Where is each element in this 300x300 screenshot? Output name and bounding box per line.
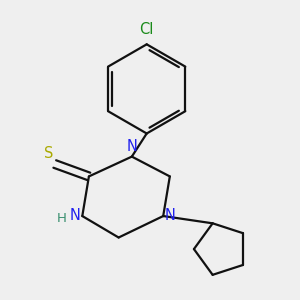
Text: N: N <box>127 139 138 154</box>
Text: N: N <box>165 208 176 223</box>
Text: S: S <box>44 146 53 161</box>
Text: Cl: Cl <box>140 22 154 37</box>
Text: H: H <box>57 212 67 225</box>
Text: N: N <box>70 208 81 223</box>
